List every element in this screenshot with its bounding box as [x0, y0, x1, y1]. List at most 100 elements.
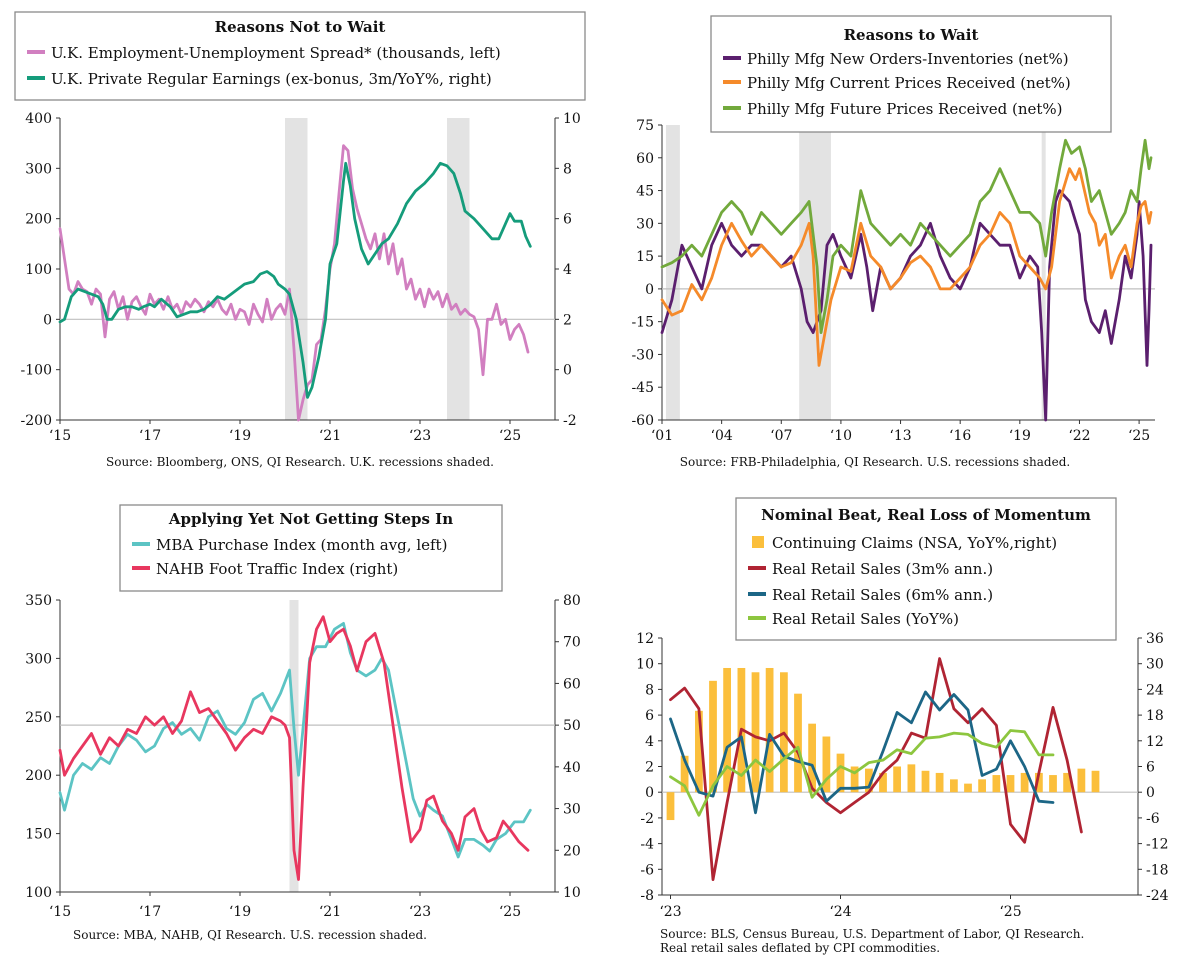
recession-shade — [289, 600, 299, 892]
y-tick-label-right: 10 — [563, 885, 581, 901]
legend-entry: Real Retail Sales (6m% ann.) — [772, 586, 993, 604]
recession-shade — [1041, 125, 1046, 420]
y-tick-label-left: -8 — [640, 888, 654, 904]
y-tick-label-right: 20 — [563, 843, 581, 859]
chart-svg: 100 150 200 250 300 350 10 20 30 40 50 60 70 80 ‘15 ‘17… — [25, 504, 581, 942]
chart-panel-applying-yet-not-getting-steps-in: 100 150 200 250 300 350 10 20 30 40 50 60 70 80 ‘15 ‘17… — [0, 482, 600, 964]
legend-entry: U.K. Employment-Unemployment Spread* (th… — [51, 44, 501, 62]
recession-shade — [285, 118, 308, 420]
bar-continuing-claims — [893, 766, 901, 793]
x-tick-label: ‘25 — [999, 904, 1021, 920]
y-tick-label-left: -15 — [631, 315, 654, 331]
y-tick-label-left: 15 — [636, 249, 654, 265]
y-tick-label-left: 10 — [636, 657, 654, 673]
series-line-3 — [669, 729, 1055, 817]
legend-entry: U.K. Private Regular Earnings (ex-bonus,… — [51, 70, 492, 88]
bar-continuing-claims — [1035, 772, 1043, 793]
y-tick-label-right: 6 — [563, 212, 572, 228]
y-tick-label-left: -200 — [21, 413, 52, 429]
source-note: Source: BLS, Census Bureau, U.S. Departm… — [660, 927, 1084, 941]
series-line-1 — [669, 657, 1083, 881]
legend-entry: MBA Purchase Index (month avg, left) — [156, 536, 447, 554]
bar-continuing-claims — [850, 766, 859, 793]
legend-swatch — [752, 536, 764, 548]
y-tick-label-left: -6 — [640, 862, 654, 878]
chart-svg: -60 -45 -30 -15 0 15 30 45 60 75 ‘01 ‘04 ‘07 ‘10 ‘13 ‘1… — [631, 15, 1155, 469]
x-tick-label: ‘07 — [770, 428, 792, 444]
y-tick-label-left: 0 — [43, 312, 52, 328]
bar-continuing-claims — [978, 779, 986, 793]
y-tick-label-right: 10 — [563, 111, 581, 127]
series-line-2 — [660, 167, 1153, 367]
y-tick-label-right: 80 — [563, 593, 581, 609]
recession-shade — [665, 125, 680, 420]
y-tick-label-left: 100 — [25, 262, 52, 278]
chart-panel-reasons-to-wait: -60 -45 -30 -15 0 15 30 45 60 75 ‘01 ‘04 ‘07 ‘10 ‘13 ‘1… — [600, 0, 1200, 482]
bar-continuing-claims — [822, 736, 831, 793]
bar-continuing-claims — [964, 783, 972, 793]
legend-box — [119, 504, 503, 592]
legend-entry: NAHB Foot Traffic Index (right) — [156, 560, 398, 578]
chart-title: Reasons Not to Wait — [215, 18, 386, 36]
bar-continuing-claims — [1049, 775, 1057, 793]
bar-continuing-claims — [907, 764, 916, 793]
y-tick-label-right: 36 — [1146, 631, 1164, 647]
x-tick-label: ‘21 — [319, 428, 341, 444]
y-tick-label-left: 8 — [645, 682, 654, 698]
y-tick-label-right: -12 — [1146, 837, 1169, 853]
series-line-1 — [660, 189, 1153, 422]
legend-box — [14, 11, 586, 101]
bar-continuing-claims — [1006, 775, 1015, 793]
y-tick-label-right: 70 — [563, 635, 581, 651]
x-tick-label: ‘23 — [409, 428, 431, 444]
series-line-1 — [58, 622, 532, 859]
y-tick-label-right: -6 — [1146, 811, 1160, 827]
x-tick-label: ‘25 — [1128, 428, 1150, 444]
y-tick-label-left: 250 — [25, 710, 52, 726]
chart-panel-reasons-not-to-wait: -200 -100 0 100 200 300 400 -2 0 2 4 6 8 10 ‘15 ‘17 ‘19 ‘… — [0, 0, 600, 482]
legend-entry: Real Retail Sales (3m% ann.) — [772, 560, 993, 578]
x-tick-label: ‘19 — [229, 904, 251, 920]
y-tick-label-left: -2 — [640, 811, 654, 827]
x-tick-label: ‘23 — [409, 904, 431, 920]
bar-continuing-claims — [751, 672, 760, 793]
y-tick-label-right: -2 — [563, 413, 577, 429]
y-tick-label-right: 30 — [563, 802, 581, 818]
x-tick-label: ‘15 — [49, 904, 71, 920]
y-tick-label-left: 200 — [25, 768, 52, 784]
source-note: Source: MBA, NAHB, QI Research. U.S. rec… — [73, 928, 427, 942]
y-tick-label-left: -30 — [631, 347, 654, 363]
y-tick-label-left: -4 — [640, 837, 654, 853]
bar-continuing-claims — [1077, 768, 1086, 793]
x-tick-label: ‘25 — [499, 428, 521, 444]
y-tick-label-left: 60 — [636, 151, 654, 167]
y-tick-label-left: 75 — [636, 118, 654, 134]
chart-svg: -200 -100 0 100 200 300 400 -2 0 2 4 6 8 10 ‘15 ‘17 ‘19 ‘… — [14, 11, 586, 469]
chart-title: Reasons to Wait — [844, 26, 979, 44]
y-tick-label-right: 0 — [563, 363, 572, 379]
y-tick-label-left: 400 — [25, 111, 52, 127]
y-tick-label-left: 4 — [645, 734, 654, 750]
y-tick-label-left: 0 — [645, 282, 654, 298]
bar-continuing-claims — [808, 723, 816, 793]
bar-continuing-claims — [950, 779, 958, 793]
bar-continuing-claims — [666, 792, 675, 821]
chart-panel-nominal-beat-real-loss: -8 -6 -4 -2 0 2 4 6 8 10 12 -24 -18 -12 -6 0 6 12 18 24 30 36… — [600, 482, 1200, 964]
x-tick-label: ‘19 — [1009, 428, 1031, 444]
y-tick-label-right: -18 — [1146, 862, 1169, 878]
y-tick-label-left: 12 — [636, 631, 654, 647]
bar-continuing-claims — [879, 772, 887, 793]
recession-shade — [447, 118, 470, 420]
bar-continuing-claims — [1063, 772, 1071, 793]
bar-continuing-claims — [765, 667, 774, 793]
y-tick-label-left: 30 — [636, 216, 654, 232]
x-tick-label: ‘17 — [139, 904, 161, 920]
series-line-1 — [58, 144, 530, 422]
y-tick-label-right: -24 — [1146, 888, 1169, 904]
y-tick-label-left: 200 — [25, 212, 52, 228]
y-tick-label-right: 18 — [1146, 708, 1164, 724]
bar-continuing-claims — [794, 693, 802, 793]
y-tick-label-right: 4 — [563, 262, 572, 278]
bar-continuing-claims — [695, 710, 703, 793]
y-tick-label-left: 350 — [25, 593, 52, 609]
